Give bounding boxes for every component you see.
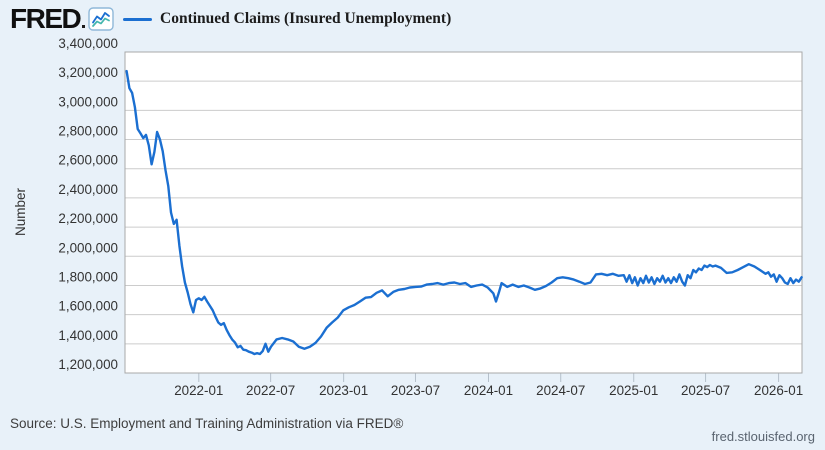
registered-mark-dot — [82, 25, 86, 28]
y-tick-label: 1,400,000 — [58, 328, 118, 343]
y-tick-label: 3,400,000 — [58, 36, 118, 51]
series-line — [125, 69, 803, 356]
chart-legend: Continued Claims (Insured Unemployment) — [123, 10, 451, 28]
x-tick-label: 2023-07 — [391, 383, 440, 398]
y-tick-label: 1,600,000 — [58, 299, 118, 314]
y-tick-label: 1,200,000 — [58, 357, 118, 372]
y-axis-title: Number — [13, 187, 28, 236]
y-tick-label: 3,000,000 — [58, 94, 118, 109]
x-tick-label: 2025-01 — [609, 383, 658, 398]
y-tick-label: 1,800,000 — [58, 269, 118, 284]
x-tick-label: 2025-07 — [681, 383, 730, 398]
y-tick-label: 2,000,000 — [58, 240, 118, 255]
source-text: Source: U.S. Employment and Training Adm… — [10, 416, 404, 431]
fred-sparkline-icon — [88, 7, 114, 31]
fred-logo-text: FRED — [10, 3, 82, 34]
x-tick-label: 2023-01 — [319, 383, 368, 398]
x-tick-label: 2026-01 — [754, 383, 803, 398]
fred-watermark: fred.stlouisfed.org — [711, 429, 815, 444]
x-tick-label: 2024-07 — [536, 383, 585, 398]
y-tick-label: 2,400,000 — [58, 182, 118, 197]
plot-area — [125, 52, 802, 373]
x-tick-label: 2024-01 — [464, 383, 513, 398]
legend-line-swatch — [123, 17, 152, 21]
fred-logo: FRED — [10, 3, 114, 34]
legend-series-label: Continued Claims (Insured Unemployment) — [160, 10, 452, 27]
plot-border — [124, 51, 803, 374]
x-tick-label: 2022-01 — [174, 383, 223, 398]
y-tick-label: 2,600,000 — [58, 153, 118, 168]
x-tick-label: 2022-07 — [246, 383, 295, 398]
y-tick-label: 3,200,000 — [58, 65, 118, 80]
y-tick-label: 2,200,000 — [58, 211, 118, 226]
y-tick-label: 2,800,000 — [58, 124, 118, 139]
